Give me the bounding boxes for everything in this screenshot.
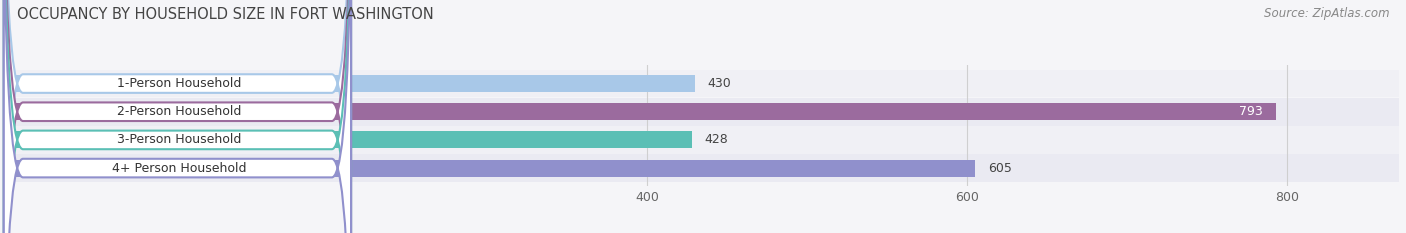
Text: 430: 430 bbox=[707, 77, 731, 90]
Text: 605: 605 bbox=[988, 161, 1012, 175]
Bar bbox=[7, 126, 1399, 154]
FancyBboxPatch shape bbox=[4, 0, 352, 233]
Bar bbox=[7, 103, 1275, 120]
Bar bbox=[7, 160, 974, 177]
FancyBboxPatch shape bbox=[4, 0, 352, 233]
FancyBboxPatch shape bbox=[4, 0, 352, 233]
Text: OCCUPANCY BY HOUSEHOLD SIZE IN FORT WASHINGTON: OCCUPANCY BY HOUSEHOLD SIZE IN FORT WASH… bbox=[17, 7, 433, 22]
Text: 428: 428 bbox=[704, 134, 728, 146]
Bar bbox=[7, 75, 695, 92]
Text: Source: ZipAtlas.com: Source: ZipAtlas.com bbox=[1264, 7, 1389, 20]
Bar bbox=[7, 98, 1399, 126]
Bar bbox=[7, 131, 692, 148]
Text: 1-Person Household: 1-Person Household bbox=[117, 77, 242, 90]
Text: 4+ Person Household: 4+ Person Household bbox=[111, 161, 246, 175]
Text: 2-Person Household: 2-Person Household bbox=[117, 105, 242, 118]
FancyBboxPatch shape bbox=[4, 0, 352, 233]
Bar bbox=[7, 154, 1399, 182]
Bar bbox=[7, 70, 1399, 97]
Text: 793: 793 bbox=[1239, 105, 1263, 118]
Text: 3-Person Household: 3-Person Household bbox=[117, 134, 242, 146]
